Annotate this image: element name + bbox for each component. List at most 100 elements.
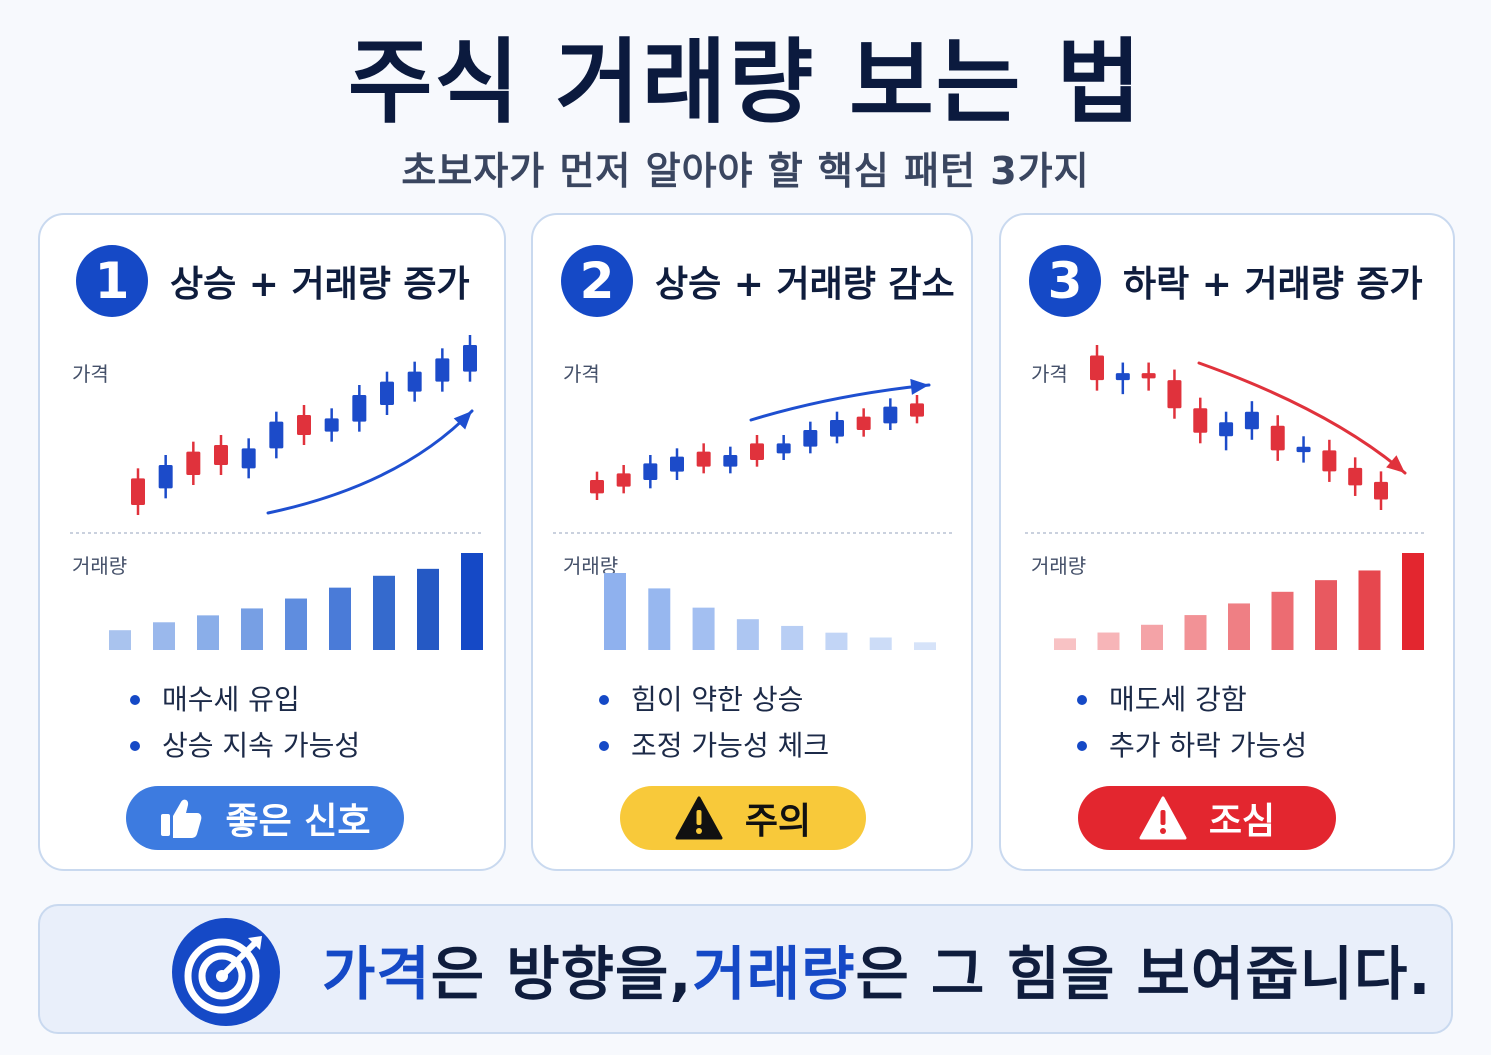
candlestick xyxy=(297,405,311,445)
volume-bar xyxy=(461,553,483,650)
volume-bar xyxy=(1141,624,1163,650)
volume-bar xyxy=(736,619,759,650)
candlestick xyxy=(1167,369,1182,419)
candlestick xyxy=(214,435,228,475)
bullet-item: 매도세 강함 xyxy=(1077,677,1307,723)
page-title: 주식 거래량 보는 법 xyxy=(347,29,1144,136)
candlestick xyxy=(803,421,818,454)
bullet-list: 힘이 약한 상승 조정 가능성 체크 xyxy=(599,677,829,769)
candlestick xyxy=(1141,362,1156,391)
volume-bar xyxy=(604,573,626,650)
card-title: 상승 + 거래량 감소 xyxy=(655,264,955,305)
bullet-item: 상승 지속 가능성 xyxy=(130,723,360,769)
volume-bar xyxy=(153,622,175,650)
volume-bar xyxy=(197,615,219,650)
volume-bar xyxy=(1097,632,1120,650)
price-axis-label: 가격 xyxy=(72,362,109,386)
candlestick xyxy=(435,348,450,392)
volume-bar xyxy=(417,568,439,650)
candlestick xyxy=(856,408,871,437)
warning-icon xyxy=(1139,796,1187,840)
number-badge: 3 xyxy=(1029,245,1101,317)
volume-bar xyxy=(781,625,804,650)
volume-bar xyxy=(1184,615,1207,650)
candlestick xyxy=(352,385,367,432)
volume-bar xyxy=(1402,553,1424,650)
card-header: 3 하락 + 거래량 증가 xyxy=(1029,243,1443,319)
candlestick xyxy=(670,448,684,480)
card-title: 하락 + 거래량 증가 xyxy=(1123,264,1423,305)
downtrend-arrow xyxy=(1197,361,1407,475)
summary-text-part: 은 방향을, xyxy=(430,940,693,1008)
candlestick xyxy=(407,361,422,402)
card-title: 상승 + 거래량 증가 xyxy=(170,264,470,305)
candlestick xyxy=(269,411,284,459)
volume-bar xyxy=(241,608,263,650)
volume-bar xyxy=(285,598,307,650)
signal-badge-good: 좋은 신호 xyxy=(126,786,404,850)
bullet-item: 매수세 유입 xyxy=(130,677,360,723)
candlestick xyxy=(776,435,791,460)
page-subtitle: 초보자가 먼저 알아야 할 핵심 패턴 3가지 xyxy=(401,149,1090,193)
candlestick xyxy=(723,446,738,474)
volume-bar xyxy=(329,587,351,650)
summary-highlight-price: 가격 xyxy=(322,940,431,1008)
candlestick xyxy=(590,471,604,500)
volume-bar xyxy=(1358,570,1381,650)
volume-bar xyxy=(1315,580,1337,650)
volume-bar xyxy=(648,588,671,650)
signal-badge-label: 좋은 신호 xyxy=(225,801,371,842)
candlestick xyxy=(750,435,764,467)
volume-axis-label: 거래량 xyxy=(72,554,127,578)
candlestick xyxy=(463,335,477,382)
candlestick xyxy=(696,443,711,474)
candlestick xyxy=(643,455,658,489)
volume-bar xyxy=(1228,603,1250,650)
card-header: 1 상승 + 거래량 증가 xyxy=(76,243,494,319)
number-badge: 2 xyxy=(561,245,633,317)
price-axis-label: 가격 xyxy=(1031,362,1068,386)
candlestick xyxy=(1090,345,1104,391)
uptrend-arrow xyxy=(266,409,474,515)
candlestick xyxy=(186,441,201,485)
summary-text-part: 은 그 힘을 보여줍니다. xyxy=(855,940,1432,1008)
candlestick xyxy=(883,398,898,430)
volume-bar xyxy=(373,575,395,650)
candlestick xyxy=(1322,439,1337,482)
candlestick xyxy=(1219,411,1234,451)
signal-badge-caution: 주의 xyxy=(620,786,866,850)
candlestick xyxy=(1374,471,1388,510)
thumbs-up-icon xyxy=(159,796,203,840)
summary-highlight-volume: 거래량 xyxy=(692,940,856,1008)
summary-banner: 가격 은 방향을, 거래량 은 그 힘을 보여줍니다. xyxy=(38,904,1453,1034)
candlestick xyxy=(1270,415,1285,461)
candlestick xyxy=(910,395,924,424)
volume-bar xyxy=(825,632,848,650)
candlestick xyxy=(616,465,631,494)
volume-bar xyxy=(1054,638,1076,650)
candlestick xyxy=(241,438,256,479)
volume-bar xyxy=(109,630,131,650)
volume-axis-label: 거래량 xyxy=(1031,554,1086,578)
candlestick xyxy=(380,371,394,415)
bullet-item: 추가 하락 가능성 xyxy=(1077,723,1307,769)
candlestick xyxy=(324,408,339,442)
bullet-list: 매수세 유입 상승 지속 가능성 xyxy=(130,677,360,769)
target-icon xyxy=(172,918,280,1026)
summary-text: 가격 은 방향을, 거래량 은 그 힘을 보여줍니다. xyxy=(322,906,1431,1032)
signal-badge-label: 주의 xyxy=(744,801,812,842)
volume-bar xyxy=(869,637,892,650)
bullet-item: 힘이 약한 상승 xyxy=(599,677,829,723)
card-header: 2 상승 + 거래량 감소 xyxy=(561,243,961,319)
candlestick xyxy=(158,455,173,499)
candlestick xyxy=(1296,436,1311,463)
candlestick xyxy=(1348,457,1363,496)
volume-bar xyxy=(914,642,936,650)
candlestick xyxy=(1244,401,1259,440)
signal-badge-label: 조심 xyxy=(1208,801,1276,842)
price-axis-label: 가격 xyxy=(563,362,600,386)
